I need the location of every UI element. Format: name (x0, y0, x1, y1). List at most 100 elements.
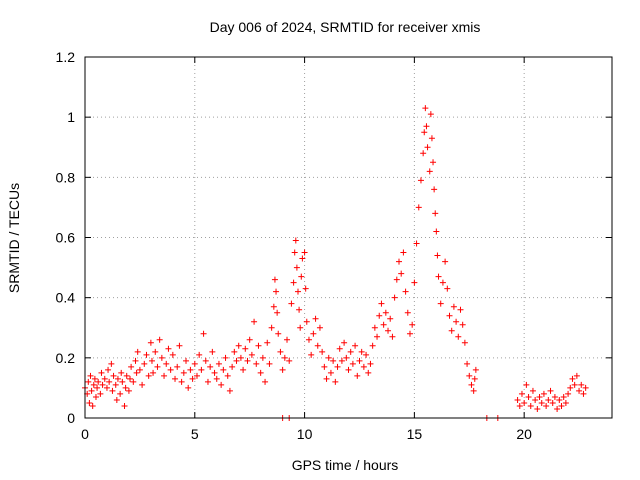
data-point (200, 330, 207, 337)
data-point (233, 357, 240, 364)
data-point (323, 375, 330, 382)
data-point (310, 330, 317, 337)
data-point (226, 387, 233, 394)
data-point (296, 306, 303, 313)
data-point (400, 249, 407, 256)
data-point (139, 381, 146, 388)
x-tick-label: 15 (407, 426, 423, 442)
data-point (391, 294, 398, 301)
data-point (312, 315, 319, 322)
data-point (327, 369, 334, 376)
data-point (294, 288, 301, 295)
data-point (415, 204, 422, 211)
data-point (576, 387, 583, 394)
data-point (411, 279, 418, 286)
data-point (235, 342, 242, 349)
data-point (402, 288, 409, 295)
data-point (457, 306, 464, 313)
data-point (89, 402, 96, 409)
data-point (255, 342, 262, 349)
data-point (556, 396, 563, 403)
data-point (211, 369, 218, 376)
data-point (248, 351, 255, 358)
data-point (262, 378, 269, 385)
y-tick-label: 1.2 (56, 49, 76, 65)
data-point (92, 393, 99, 400)
data-point (580, 390, 587, 397)
data-point (536, 393, 543, 400)
data-point (128, 363, 135, 370)
data-point (150, 369, 157, 376)
data-point (134, 348, 141, 355)
data-point (147, 339, 154, 346)
data-point (569, 375, 576, 382)
grid (85, 57, 612, 418)
data-point (106, 378, 113, 385)
x-tick-label: 20 (516, 426, 532, 442)
data-point (187, 366, 194, 373)
data-point (266, 360, 273, 367)
data-point (578, 381, 585, 388)
data-point (376, 312, 383, 319)
data-point (224, 372, 231, 379)
data-point (406, 330, 413, 337)
data-point (549, 399, 556, 406)
data-point (464, 360, 471, 367)
data-point (534, 405, 541, 412)
data-point (94, 384, 101, 391)
data-point (442, 258, 449, 265)
data-point (123, 372, 130, 379)
data-point (240, 366, 247, 373)
data-point (349, 360, 356, 367)
data-point (423, 123, 430, 130)
data-point (244, 357, 251, 364)
data-point (97, 390, 104, 397)
data-point (409, 321, 416, 328)
data-point (125, 387, 132, 394)
data-point (185, 384, 192, 391)
data-point (518, 390, 525, 397)
data-point (424, 144, 431, 151)
data-point (198, 366, 205, 373)
data-point (367, 360, 374, 367)
data-point (176, 342, 183, 349)
data-point (321, 363, 328, 370)
data-point (538, 399, 545, 406)
data-point (389, 333, 396, 340)
data-point (196, 351, 203, 358)
data-point (422, 105, 429, 112)
data-point (169, 351, 176, 358)
data-point (91, 375, 98, 382)
data-point (466, 372, 473, 379)
data-point (427, 111, 434, 118)
data-point (527, 402, 534, 409)
data-point (369, 342, 376, 349)
x-axis-label: GPS time / hours (292, 457, 399, 473)
data-point (380, 321, 387, 328)
data-point (90, 381, 97, 388)
data-point (521, 399, 528, 406)
data-point (108, 360, 115, 367)
data-point (430, 159, 437, 166)
data-point (284, 336, 291, 343)
data-point (573, 372, 580, 379)
data-point (444, 285, 451, 292)
data-point (271, 276, 278, 283)
data-point (525, 393, 532, 400)
data-point (565, 390, 572, 397)
data-point (567, 384, 574, 391)
data-point (468, 381, 475, 388)
data-point (237, 354, 244, 361)
data-point (543, 402, 550, 409)
data-point (437, 300, 444, 307)
data-point (127, 375, 134, 382)
data-point (213, 375, 220, 382)
data-point (332, 378, 339, 385)
data-point (98, 369, 105, 376)
data-point (435, 273, 442, 280)
data-point (202, 357, 209, 364)
data-point (133, 369, 140, 376)
data-point (275, 330, 282, 337)
data-point (352, 342, 359, 349)
data-point (85, 378, 92, 385)
